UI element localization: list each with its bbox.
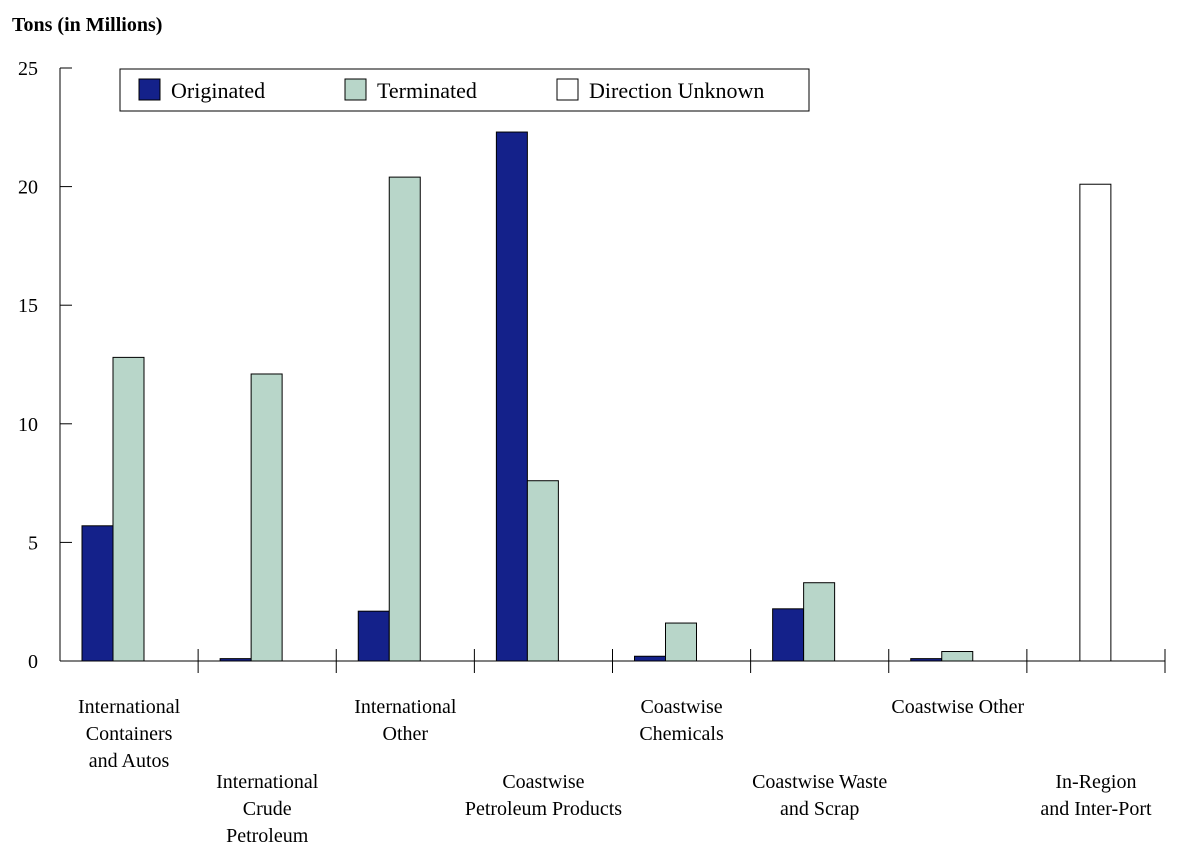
y-axis-title: Tons (in Millions) bbox=[12, 14, 162, 36]
x-category-label: International bbox=[216, 771, 319, 793]
legend-swatch bbox=[344, 78, 367, 101]
legend-label: Terminated bbox=[377, 78, 477, 103]
legend-label: Direction Unknown bbox=[589, 78, 764, 103]
bar-terminated bbox=[250, 373, 283, 662]
x-category-label: Chemicals bbox=[639, 723, 724, 745]
x-category-label: International bbox=[354, 696, 457, 718]
y-tick-label: 5 bbox=[28, 532, 38, 554]
x-category-label: and Inter-Port bbox=[1040, 798, 1152, 820]
bar-originated bbox=[772, 608, 805, 662]
x-category-label: Other bbox=[383, 723, 429, 745]
bars bbox=[81, 131, 1112, 662]
bar-originated bbox=[910, 658, 943, 662]
bar-originated bbox=[495, 131, 528, 662]
x-category-label: and Autos bbox=[89, 750, 170, 772]
axes: 0 5 10 15 20 25 bbox=[18, 58, 1166, 673]
bar-originated bbox=[357, 610, 390, 662]
y-tick-label: 25 bbox=[18, 58, 38, 80]
y-tick-label: 20 bbox=[18, 177, 38, 199]
bar-terminated bbox=[526, 480, 559, 662]
legend-box bbox=[119, 68, 810, 112]
bar-terminated bbox=[388, 176, 421, 662]
x-category-label: International bbox=[78, 696, 181, 718]
y-tick-label: 0 bbox=[28, 651, 38, 673]
y-tick-label: 15 bbox=[18, 295, 38, 317]
x-axis-labels: International Containers and Autos Internat… bbox=[78, 696, 1152, 847]
legend-swatch bbox=[556, 78, 579, 101]
x-category-label: Coastwise Waste bbox=[752, 771, 887, 793]
bar-terminated bbox=[941, 651, 974, 662]
x-category-label: Coastwise bbox=[640, 696, 722, 718]
bar-originated bbox=[81, 525, 114, 662]
bar-terminated bbox=[112, 356, 145, 662]
legend-swatch bbox=[138, 78, 161, 101]
x-category-label: Coastwise bbox=[502, 771, 584, 793]
bar-terminated bbox=[665, 622, 697, 662]
bar-terminated bbox=[803, 582, 836, 662]
x-category-label: In-Region bbox=[1055, 771, 1136, 793]
x-category-label: Crude bbox=[243, 798, 292, 820]
x-category-label: Containers bbox=[86, 723, 173, 745]
x-category-label: Coastwise Other bbox=[891, 696, 1024, 718]
x-category-label: and Scrap bbox=[780, 798, 859, 820]
y-tick-label: 10 bbox=[18, 414, 38, 436]
x-category-label: Petroleum Products bbox=[465, 798, 622, 820]
x-category-label: Petroleum bbox=[226, 825, 309, 847]
legend: Originated Terminated Direction Unknown bbox=[119, 68, 810, 112]
bar-direction-unknown bbox=[1079, 183, 1112, 662]
bar-originated bbox=[219, 658, 252, 662]
legend-label: Originated bbox=[171, 78, 265, 103]
bar-originated bbox=[634, 655, 666, 662]
